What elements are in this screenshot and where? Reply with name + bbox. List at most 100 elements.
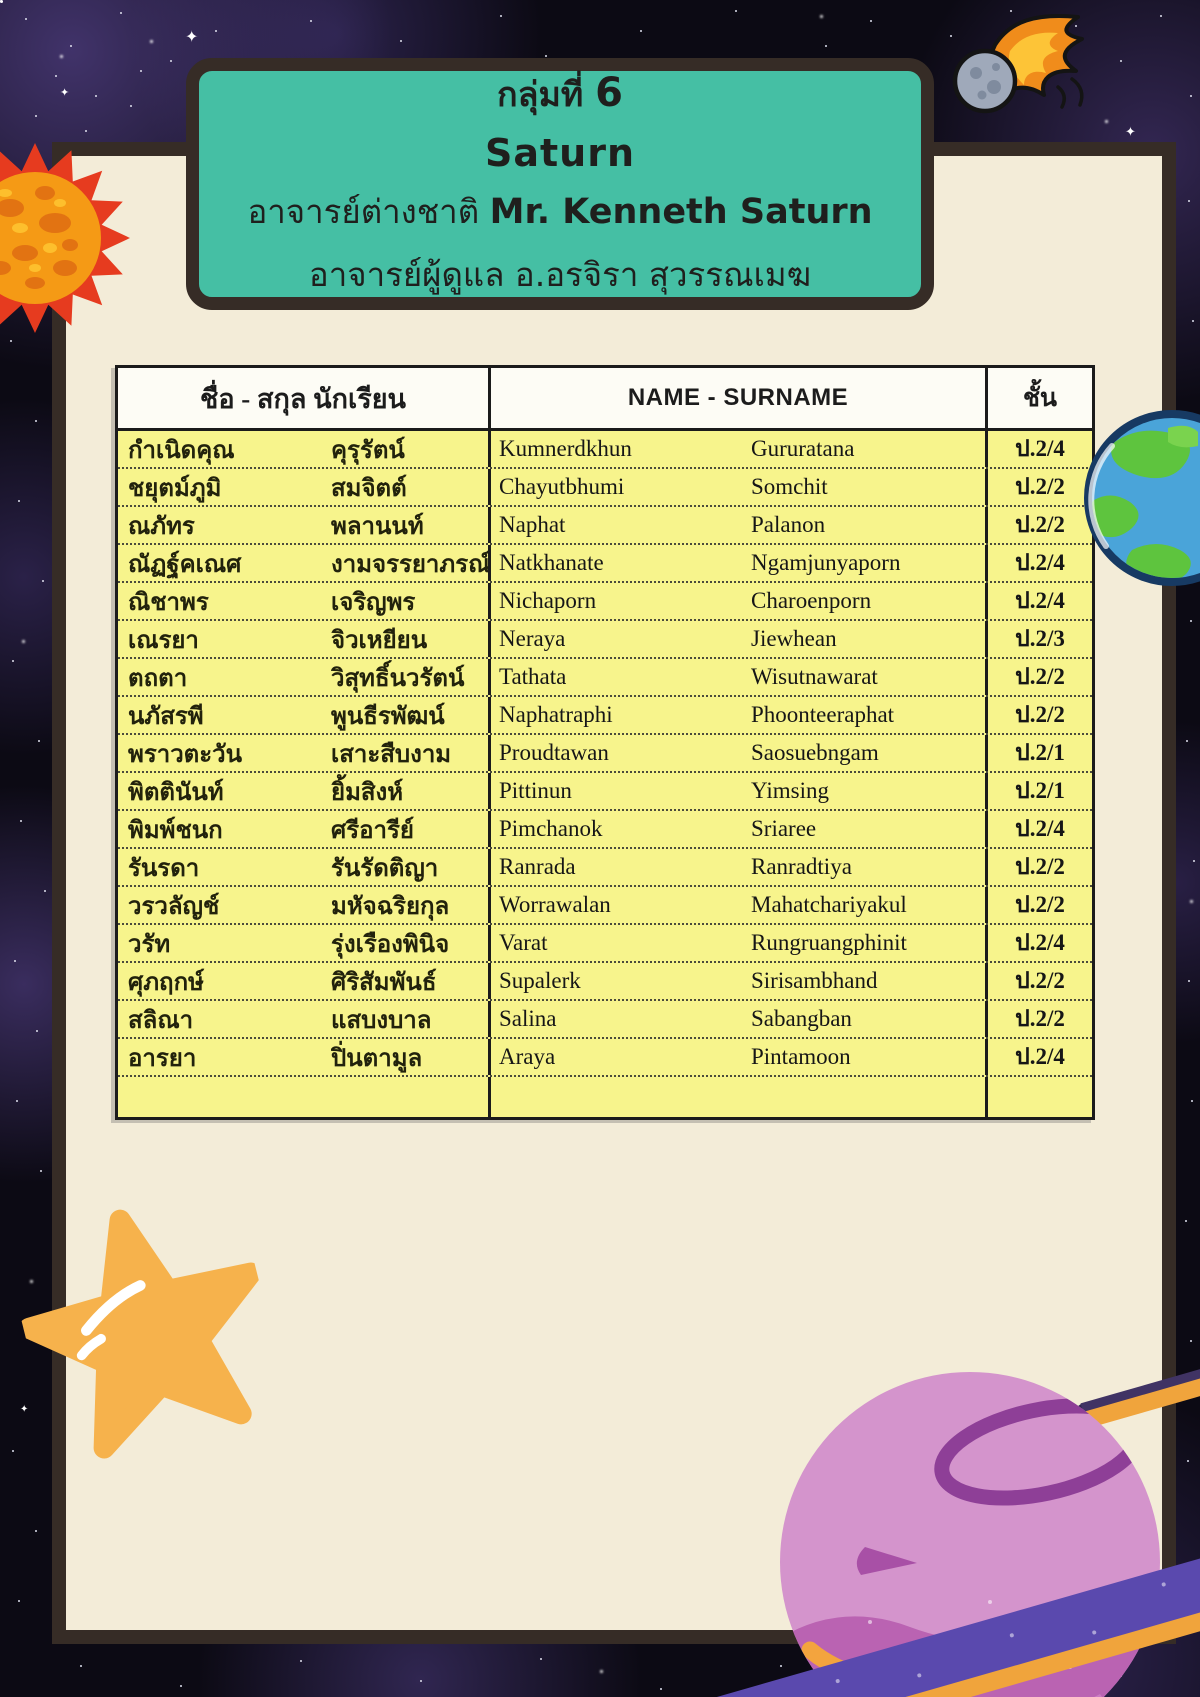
table-row: ณัฏฐ์คเณศ งามจรรยาภรณ์ Natkhanate Ngamju…: [118, 545, 1092, 583]
cell-eng-first-name: Neraya: [488, 621, 751, 657]
cell-thai-first-name: ศุภฤกษ์: [128, 969, 204, 996]
cell-thai-last-name: สมจิตต์: [331, 475, 407, 502]
cell-thai-last-name: รันรัดติญา: [331, 855, 439, 882]
cell-class-level: ป.2/2: [985, 659, 1092, 695]
cell-thai-last-name: แสบงบาล: [331, 1007, 432, 1034]
cell-eng-last-name: Wisutnawarat: [751, 664, 878, 689]
foreign-teacher-line: อาจารย์ต่างชาติ Mr. Kenneth Saturn: [247, 185, 872, 238]
table-header-row: ชื่อ - สกุล นักเรียน NAME - SURNAME ชั้น: [118, 368, 1092, 431]
table-row: ณิชาพร เจริญพร Nichaporn Charoenporn ป.2…: [118, 583, 1092, 621]
cell-class-level: ป.2/2: [985, 887, 1092, 923]
cell-eng-last-name: Pintamoon: [751, 1044, 851, 1069]
table-body: กำเนิดคุณ คุรุรัตน์ Kumnerdkhun Gururata…: [118, 431, 1092, 1117]
sparkle-star-icon: ✦: [185, 29, 199, 46]
cell-eng-first-name: Tathata: [488, 659, 751, 695]
cell-thai-last-name: ยิ้มสิงห์: [331, 779, 404, 806]
cell-eng-last-name: Ngamjunyaporn: [751, 550, 901, 575]
cell-thai-first-name: ณภัทร: [128, 513, 195, 540]
table-row: ชยุตม์ภูมิ สมจิตต์ Chayutbhumi Somchit ป…: [118, 469, 1092, 507]
group-name: Saturn: [484, 131, 636, 175]
cell-thai-first-name: พราวตะวัน: [128, 741, 243, 768]
sparkle-star-icon: ✦: [1125, 124, 1136, 139]
cell-eng-first-name: Nichaporn: [488, 583, 751, 619]
cell-thai-first-name: พิมพ์ชนก: [128, 817, 223, 844]
cell-thai-last-name: พูนธีรพัฒน์: [331, 703, 445, 730]
cell-eng-last-name: Jiewhean: [751, 626, 837, 651]
cell-class-level: ป.2/1: [985, 735, 1092, 771]
cell-eng-last-name: Gururatana: [751, 436, 855, 461]
cell-eng-last-name: Rungruangphinit: [751, 930, 907, 955]
cell-eng-first-name: Supalerk: [488, 963, 751, 999]
cell-class-level: ป.2/4: [985, 545, 1092, 581]
group-title-prefix: กลุ่มที่: [497, 75, 584, 115]
cell-thai-last-name: งามจรรยาภรณ์: [331, 551, 488, 578]
cell-thai-first-name: อารยา: [128, 1045, 197, 1072]
cell-eng-first-name: Natkhanate: [488, 545, 751, 581]
sun-icon: [0, 143, 130, 333]
cell-class-level: ป.2/3: [985, 621, 1092, 657]
cell-class-level: ป.2/4: [985, 811, 1092, 847]
cell-class-level: ป.2/2: [985, 963, 1092, 999]
cell-thai-last-name: เสาะสืบงาม: [331, 741, 452, 768]
cell-eng-first-name: Ranrada: [488, 849, 751, 885]
cell-thai-last-name: ปิ่นตามูล: [331, 1045, 423, 1072]
cell-eng-first-name: Salina: [488, 1001, 751, 1037]
cell-eng-last-name: Sriaree: [751, 816, 817, 841]
header-english-name: NAME - SURNAME: [488, 368, 985, 428]
table-row: พราวตะวัน เสาะสืบงาม Proudtawan Saosuebn…: [118, 735, 1092, 773]
cell-thai-first-name: กำเนิดคุณ: [128, 437, 235, 464]
cell-thai-first-name: วรัท: [128, 931, 171, 958]
cell-eng-last-name: Sabangban: [751, 1006, 852, 1031]
cell-class-level: ป.2/1: [985, 773, 1092, 809]
cell-thai-first-name: สลิณา: [128, 1007, 194, 1034]
earth-icon: [1084, 410, 1200, 586]
sparkle-star-icon: ✦: [20, 1404, 29, 1415]
sparkle-star-icon: ✦: [60, 87, 70, 99]
cell-thai-first-name: ตถตา: [128, 665, 188, 692]
cell-eng-last-name: Somchit: [751, 474, 828, 499]
group-title: กลุ่มที่ 6: [497, 67, 623, 121]
cell-class-level: ป.2/4: [985, 583, 1092, 619]
cell-thai-first-name: เณรยา: [128, 627, 199, 654]
empty-row: [118, 1077, 1092, 1117]
cell-eng-last-name: Mahatchariyakul: [751, 892, 907, 917]
cell-eng-first-name: Proudtawan: [488, 735, 751, 771]
cell-class-level: ป.2/2: [985, 1001, 1092, 1037]
cell-thai-last-name: วิสุทธิ์นวรัตน์: [331, 665, 465, 692]
cell-thai-first-name: ณิชาพร: [128, 589, 209, 616]
header-class: ชั้น: [985, 368, 1092, 428]
cell-thai-last-name: ศรีอารีย์: [331, 817, 414, 844]
cell-eng-first-name: Pimchanok: [488, 811, 751, 847]
cell-thai-last-name: คุรุรัตน์: [331, 437, 405, 464]
cell-thai-first-name: วรวลัญช์: [128, 893, 220, 920]
table-row: ณภัทร พลานนท์ Naphat Palanon ป.2/2: [118, 507, 1092, 545]
student-table: ชื่อ - สกุล นักเรียน NAME - SURNAME ชั้น…: [115, 365, 1095, 1120]
table-row: วรัท รุ่งเรืองพินิจ Varat Rungruangphini…: [118, 925, 1092, 963]
table-row: สลิณา แสบงบาล Salina Sabangban ป.2/2: [118, 1001, 1092, 1039]
cell-thai-first-name: รันรดา: [128, 855, 200, 882]
starfield-bright: [0, 0, 3, 3]
cell-thai-last-name: เจริญพร: [331, 589, 416, 616]
comet-icon: [952, 14, 1084, 114]
table-row: เณรยา จิวเหยียน Neraya Jiewhean ป.2/3: [118, 621, 1092, 659]
cell-class-level: ป.2/2: [985, 507, 1092, 543]
cell-thai-last-name: พลานนท์: [331, 513, 424, 540]
table-row: ตถตา วิสุทธิ์นวรัตน์ Tathata Wisutnawara…: [118, 659, 1092, 697]
cell-class-level: ป.2/4: [985, 431, 1092, 467]
cell-eng-first-name: Chayutbhumi: [488, 469, 751, 505]
cell-eng-first-name: Varat: [488, 925, 751, 961]
saturn-planet-icon: [690, 1331, 1200, 1697]
cell-eng-last-name: Ranradtiya: [751, 854, 852, 879]
cell-thai-first-name: ณัฏฐ์คเณศ: [128, 551, 242, 578]
cell-eng-first-name: Pittinun: [488, 773, 751, 809]
cell-eng-last-name: Charoenporn: [751, 588, 872, 613]
cell-thai-last-name: จิวเหยียน: [331, 627, 428, 654]
header-thai-name: ชื่อ - สกุล นักเรียน: [200, 383, 406, 414]
foreign-teacher-label: อาจารย์ต่างชาติ: [247, 192, 480, 231]
table-row: พิตตินันท์ ยิ้มสิงห์ Pittinun Yimsing ป.…: [118, 773, 1092, 811]
cell-class-level: ป.2/2: [985, 697, 1092, 733]
cell-thai-first-name: นภัสรพี: [128, 703, 204, 730]
table-row: ศุภฤกษ์ ศิริสัมพันธ์ Supalerk Sirisambha…: [118, 963, 1092, 1001]
cell-thai-last-name: รุ่งเรืองพินิจ: [331, 931, 450, 958]
supervisor-line: อาจารย์ผู้ดูแล อ.อรจิรา สุวรรณเมฆ: [308, 255, 812, 294]
